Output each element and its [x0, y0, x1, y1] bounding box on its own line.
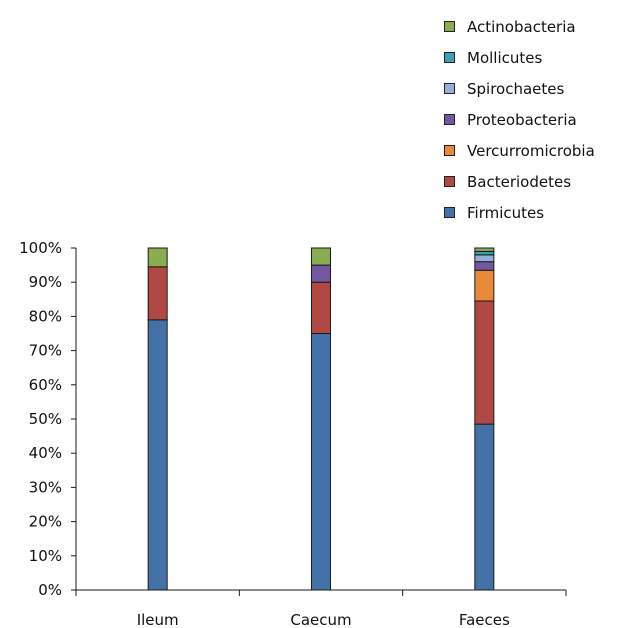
legend-swatch: [444, 83, 455, 94]
legend-item: Actinobacteria: [444, 11, 595, 42]
legend-swatch: [444, 145, 455, 156]
y-tick-label: 90%: [29, 273, 62, 291]
legend-item: Bacteriodetes: [444, 166, 595, 197]
x-tick-label: Faeces: [459, 611, 510, 628]
legend-item: Firmicutes: [444, 197, 595, 228]
bar-caecum-proteobacteria: [311, 264, 331, 283]
legend-label: Proteobacteria: [467, 110, 577, 129]
bar-faeces-spirochaetes: [474, 254, 495, 263]
bar-caecum-actinobacteria: [311, 247, 331, 266]
x-tick-label: Ileum: [137, 611, 179, 628]
y-tick-label: 20%: [29, 513, 62, 531]
legend-swatch: [444, 21, 455, 32]
y-tick-label: 10%: [29, 547, 62, 565]
x-tick-label: Caecum: [290, 611, 351, 628]
legend-swatch: [444, 114, 455, 125]
y-tick-label: 60%: [29, 376, 62, 394]
legend-item: Proteobacteria: [444, 104, 595, 135]
bar-caecum-firmicutes: [311, 333, 331, 591]
bar-faeces-bacteriodetes: [474, 300, 495, 425]
legend-item: Vercurromicrobia: [444, 135, 595, 166]
legend-item: Mollicutes: [444, 42, 595, 73]
legend: Actinobacteria Mollicutes Spirochaetes Prot…: [444, 11, 595, 228]
y-tick-label: 100%: [19, 239, 62, 257]
y-tick-label: 50%: [29, 410, 62, 428]
bar-ileum-firmicutes: [147, 319, 168, 591]
legend-label: Actinobacteria: [467, 17, 576, 36]
legend-label: Spirochaetes: [467, 79, 565, 98]
legend-label: Mollicutes: [467, 48, 543, 67]
y-tick-label: 70%: [29, 342, 62, 360]
bar-ileum-actinobacteria: [147, 247, 168, 268]
y-tick-label: 30%: [29, 478, 62, 496]
bar-faeces-vercurromicrobia: [474, 269, 495, 302]
bar-faeces-mollicutes: [474, 250, 495, 256]
bars-group: [147, 247, 495, 591]
legend-swatch: [444, 207, 455, 218]
y-tick-label: 40%: [29, 444, 62, 462]
axes-group: 0% 10% 20% 30% 40% 50% 60% 70% 80% 90% 100% Ileum Ca…: [19, 239, 567, 628]
legend-swatch: [444, 176, 455, 187]
bar-faeces-proteobacteria: [474, 261, 495, 271]
y-tick-label: 80%: [29, 307, 62, 325]
bar-faeces-actinobacteria: [474, 247, 495, 252]
y-tick-label: 0%: [38, 581, 62, 599]
bar-faeces-firmicutes: [474, 423, 495, 591]
bar-caecum-bacteriodetes: [311, 281, 331, 335]
legend-label: Vercurromicrobia: [467, 141, 595, 160]
legend-label: Firmicutes: [467, 203, 545, 222]
legend-item: Spirochaetes: [444, 73, 595, 104]
legend-swatch: [444, 52, 455, 63]
legend-label: Bacteriodetes: [467, 172, 572, 191]
bar-ileum-bacteriodetes: [147, 266, 168, 321]
